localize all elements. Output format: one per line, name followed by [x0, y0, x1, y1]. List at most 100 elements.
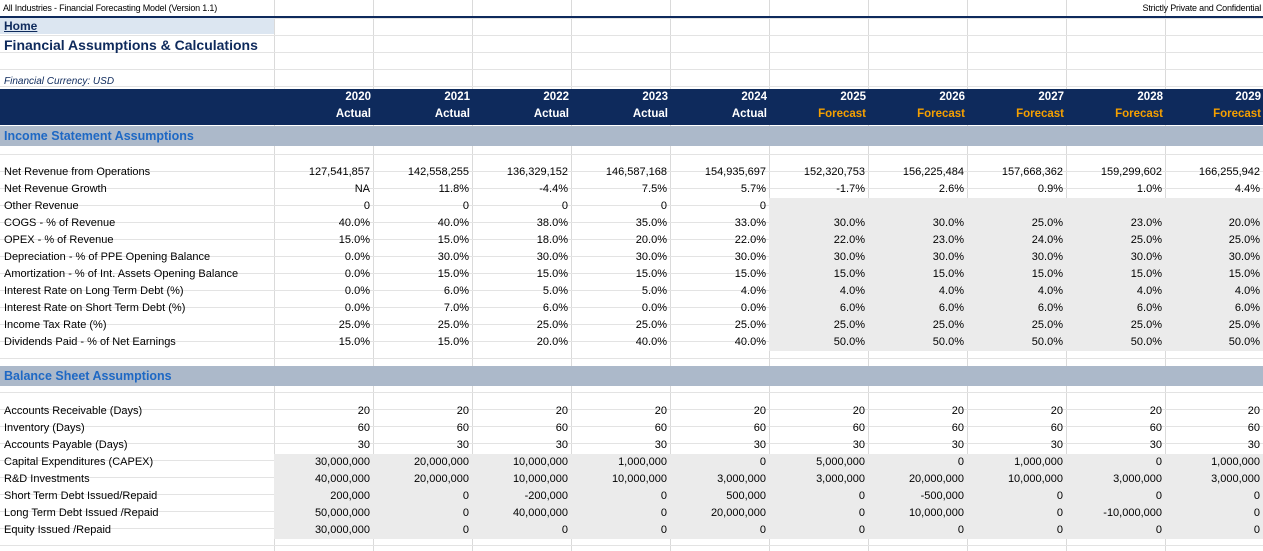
cell-value[interactable]: 25.0%: [932, 319, 964, 331]
cell-value[interactable]: 152,320,753: [803, 166, 865, 178]
cell-value[interactable]: 15.0%: [338, 234, 370, 246]
cell-value[interactable]: 127,541,857: [308, 166, 370, 178]
cell-value[interactable]: 30.0%: [932, 217, 964, 229]
cell-value[interactable]: -500,000: [920, 490, 964, 502]
cell-value[interactable]: 20: [555, 405, 568, 417]
cell-value[interactable]: 15.0%: [437, 336, 469, 348]
cell-value[interactable]: 0.0%: [740, 302, 766, 314]
cell-value[interactable]: 3,000,000: [1113, 473, 1162, 485]
cell-value[interactable]: 30.0%: [437, 251, 469, 263]
cell-value[interactable]: 23.0%: [1130, 217, 1162, 229]
cell-value[interactable]: 40.0%: [437, 217, 469, 229]
cell-value[interactable]: 3,000,000: [717, 473, 766, 485]
cell-value[interactable]: 38.0%: [536, 217, 568, 229]
cell-value[interactable]: 30.0%: [833, 251, 865, 263]
cell-value[interactable]: 0: [1155, 490, 1162, 502]
cell-value[interactable]: 50.0%: [1228, 336, 1260, 348]
cell-value[interactable]: 166,255,942: [1198, 166, 1260, 178]
cell-value[interactable]: 4.0%: [1234, 285, 1260, 297]
cell-value[interactable]: 0.0%: [344, 285, 370, 297]
cell-value[interactable]: 18.0%: [536, 234, 568, 246]
cell-value[interactable]: 6.0%: [1136, 302, 1162, 314]
cell-value[interactable]: 40.0%: [635, 336, 667, 348]
cell-value[interactable]: 33.0%: [734, 217, 766, 229]
cell-value[interactable]: 15.0%: [734, 268, 766, 280]
cell-value[interactable]: 4.4%: [1234, 183, 1260, 195]
cell-value[interactable]: 25.0%: [1228, 319, 1260, 331]
cell-value[interactable]: 30: [456, 439, 469, 451]
cell-value[interactable]: 25.0%: [635, 319, 667, 331]
cell-value[interactable]: 136,329,152: [506, 166, 568, 178]
cell-value[interactable]: 1.0%: [1136, 183, 1162, 195]
cell-value[interactable]: 15.0%: [1130, 268, 1162, 280]
cell-value[interactable]: 0: [363, 200, 370, 212]
cell-value[interactable]: 30: [654, 439, 667, 451]
cell-value[interactable]: 159,299,602: [1100, 166, 1162, 178]
cell-value[interactable]: 30: [753, 439, 766, 451]
cell-value[interactable]: 4.0%: [938, 285, 964, 297]
cell-value[interactable]: 25.0%: [437, 319, 469, 331]
cell-value[interactable]: 154,935,697: [704, 166, 766, 178]
cell-value[interactable]: 60: [555, 422, 568, 434]
cell-value[interactable]: 15.0%: [635, 268, 667, 280]
cell-value[interactable]: 5.7%: [740, 183, 766, 195]
cell-value[interactable]: 60: [1050, 422, 1063, 434]
cell-value[interactable]: 30.0%: [536, 251, 568, 263]
cell-value[interactable]: 15.0%: [338, 336, 370, 348]
cell-value[interactable]: 0: [462, 200, 469, 212]
cell-value[interactable]: 20: [456, 405, 469, 417]
cell-value[interactable]: 0.0%: [344, 302, 370, 314]
cell-value[interactable]: 30.0%: [932, 251, 964, 263]
cell-value[interactable]: 25.0%: [833, 319, 865, 331]
cell-value[interactable]: 15.0%: [833, 268, 865, 280]
cell-value[interactable]: 30: [1247, 439, 1260, 451]
cell-value[interactable]: 0: [1056, 490, 1063, 502]
cell-value[interactable]: 500,000: [726, 490, 766, 502]
cell-value[interactable]: 20: [1247, 405, 1260, 417]
cell-value[interactable]: 22.0%: [734, 234, 766, 246]
cell-value[interactable]: 10,000,000: [908, 507, 964, 519]
cell-value[interactable]: 0: [759, 524, 766, 536]
cell-value[interactable]: 30: [1050, 439, 1063, 451]
cell-value[interactable]: 0: [462, 507, 469, 519]
cell-value[interactable]: 60: [357, 422, 370, 434]
cell-value[interactable]: 156,225,484: [902, 166, 964, 178]
cell-value[interactable]: 30.0%: [1031, 251, 1063, 263]
cell-value[interactable]: 0: [858, 524, 865, 536]
cell-value[interactable]: 0: [462, 524, 469, 536]
cell-value[interactable]: 30.0%: [734, 251, 766, 263]
home-cell[interactable]: Home: [0, 18, 274, 34]
cell-value[interactable]: 0: [1253, 490, 1260, 502]
cell-value[interactable]: 60: [456, 422, 469, 434]
cell-value[interactable]: 25.0%: [1031, 217, 1063, 229]
cell-value[interactable]: -200,000: [524, 490, 568, 502]
cell-value[interactable]: 0: [1155, 456, 1162, 468]
cell-value[interactable]: 22.0%: [833, 234, 865, 246]
cell-value[interactable]: 20.0%: [536, 336, 568, 348]
cell-value[interactable]: 0: [957, 456, 964, 468]
cell-value[interactable]: 25.0%: [1031, 319, 1063, 331]
cell-value[interactable]: 60: [1149, 422, 1162, 434]
cell-value[interactable]: 10,000,000: [611, 473, 667, 485]
cell-value[interactable]: 15.0%: [437, 268, 469, 280]
cell-value[interactable]: 4.0%: [1037, 285, 1063, 297]
cell-value[interactable]: 0: [660, 507, 667, 519]
cell-value[interactable]: 15.0%: [437, 234, 469, 246]
cell-value[interactable]: 0: [858, 507, 865, 519]
cell-value[interactable]: 7.5%: [641, 183, 667, 195]
cell-value[interactable]: 30: [1149, 439, 1162, 451]
cell-value[interactable]: 200,000: [330, 490, 370, 502]
cell-value[interactable]: 0.9%: [1037, 183, 1063, 195]
cell-value[interactable]: 20: [1050, 405, 1063, 417]
cell-value[interactable]: 30,000,000: [314, 524, 370, 536]
cell-value[interactable]: 10,000,000: [1007, 473, 1063, 485]
cell-value[interactable]: -4.4%: [539, 183, 568, 195]
cell-value[interactable]: 6.0%: [443, 285, 469, 297]
cell-value[interactable]: 20,000,000: [413, 473, 469, 485]
cell-value[interactable]: 60: [951, 422, 964, 434]
cell-value[interactable]: 25.0%: [1228, 234, 1260, 246]
cell-value[interactable]: 25.0%: [1130, 234, 1162, 246]
cell-value[interactable]: 11.8%: [438, 183, 469, 195]
cell-value[interactable]: 6.0%: [1234, 302, 1260, 314]
cell-value[interactable]: 0.0%: [344, 268, 370, 280]
